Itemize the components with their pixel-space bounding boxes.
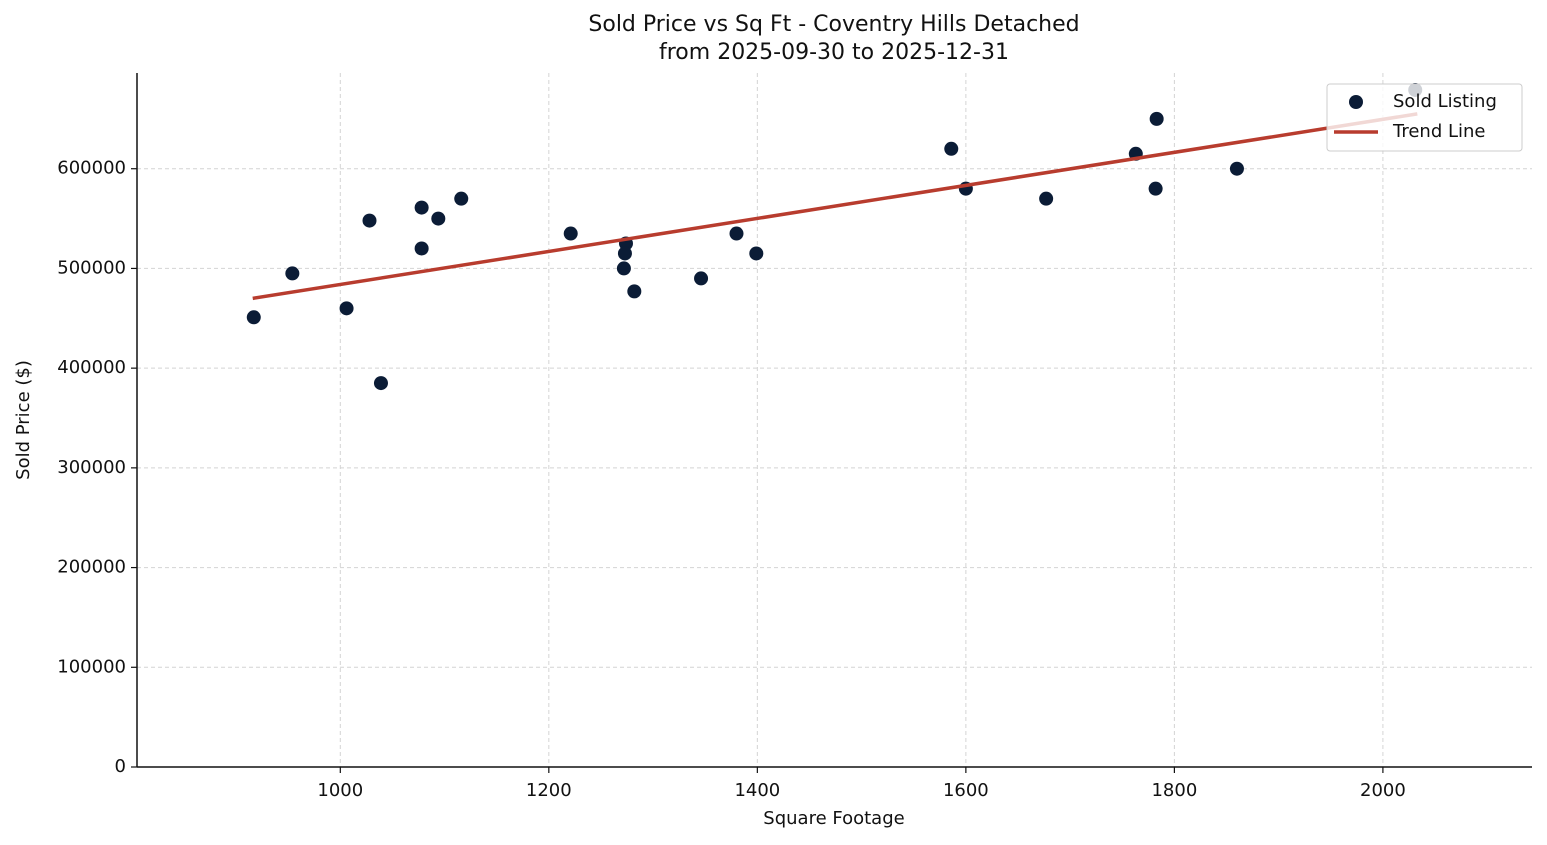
point	[285, 266, 300, 281]
point	[414, 241, 429, 256]
x-axis-label: Square Footage	[763, 808, 904, 829]
legend-label: Sold Listing	[1393, 91, 1497, 112]
chart-title: Sold Price vs Sq Ft - Coventry Hills Det…	[588, 12, 1079, 37]
point	[694, 271, 709, 286]
point	[454, 191, 469, 206]
y-tick-label: 400000	[57, 357, 126, 378]
trend-line	[252, 112, 1418, 301]
point	[617, 246, 632, 261]
point	[1149, 111, 1164, 126]
y-tick-label: 300000	[57, 457, 126, 478]
point	[1148, 181, 1163, 196]
legend: Sold Listing Trend Line	[1326, 83, 1523, 152]
point	[1039, 191, 1054, 206]
point	[627, 284, 642, 299]
legend-label: Trend Line	[1392, 121, 1486, 142]
point	[749, 246, 764, 261]
point	[1229, 161, 1244, 176]
x-tick-label: 1600	[943, 780, 989, 801]
legend-marker	[1349, 95, 1363, 109]
point	[431, 211, 446, 226]
point	[246, 310, 261, 325]
x-tick-label: 1200	[526, 780, 572, 801]
y-tick-label: 500000	[57, 257, 126, 278]
y-tick-label: 0	[115, 756, 126, 777]
x-tick-label: 2000	[1360, 780, 1406, 801]
y-tick-label: 100000	[57, 656, 126, 677]
point	[616, 261, 631, 276]
y-axis-label: Sold Price ($)	[13, 360, 34, 480]
x-tick-label: 1000	[317, 780, 363, 801]
y-tick-label: 600000	[57, 158, 126, 179]
point	[563, 226, 578, 241]
point	[729, 226, 744, 241]
legend-box	[1326, 83, 1523, 152]
point	[362, 213, 377, 228]
chart-subtitle: from 2025-09-30 to 2025-12-31	[659, 40, 1009, 65]
point	[944, 141, 959, 156]
point	[339, 301, 354, 316]
y-tick-label: 200000	[57, 557, 126, 578]
point	[373, 376, 388, 391]
x-tick-label: 1800	[1151, 780, 1197, 801]
x-tick-label: 1400	[734, 780, 780, 801]
point	[414, 200, 429, 215]
